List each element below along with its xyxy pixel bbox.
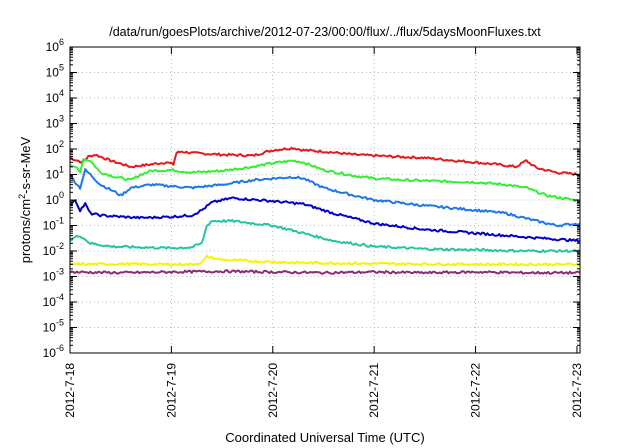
y-tick-exponent: 4: [59, 88, 64, 98]
y-tick-label: 10-6: [43, 343, 64, 360]
y-tick-label: 10-1: [43, 216, 64, 233]
x-axis-label: Coordinated Universal Time (UTC): [225, 430, 424, 445]
x-tick-label: 2012-7-20: [266, 363, 280, 418]
y-tick-label: 10-3: [43, 267, 64, 284]
y-tick-base: 10: [46, 91, 60, 105]
y-tick-labels: 10610510410310210110010-110-210-310-410-…: [43, 37, 64, 360]
x-tick-labels: 2012-7-18 2012-7-19 2012-7-20 2012-7-21 2012…: [63, 363, 584, 418]
chart-title: /data/run/goesPlots/archive/2012-07-23/0…: [109, 25, 541, 39]
y-tick-base: 10: [43, 219, 57, 233]
y-tick-exponent: 2: [59, 139, 64, 149]
y-tick-exponent: -4: [56, 292, 64, 302]
y-tick-exponent: 0: [59, 190, 64, 200]
x-tick-label: 2012-7-23: [570, 363, 584, 418]
series-line-1: [69, 146, 581, 176]
y-tick-label: 10-4: [43, 292, 64, 309]
y-tick-exponent: -3: [56, 267, 64, 277]
y-tick-exponent: 6: [59, 37, 64, 47]
y-tick-base: 10: [43, 321, 57, 335]
series-line-7: [69, 269, 581, 275]
grid: [70, 47, 580, 353]
x-tick-label: 2012-7-22: [469, 363, 483, 418]
series-line-3: [69, 168, 581, 228]
y-tick-label: 106: [46, 37, 64, 54]
y-axis-label-rest: -s-sr-MeV: [18, 136, 33, 193]
y-tick-label: 100: [46, 190, 64, 207]
y-axis-label-main: protons/cm: [18, 199, 33, 263]
y-tick-base: 10: [43, 244, 57, 258]
y-tick-exponent: -2: [56, 241, 64, 251]
y-axis-label: protons/cm2-s-sr-MeV: [17, 136, 33, 263]
series-line-5: [69, 218, 581, 254]
y-tick-exponent: -1: [56, 216, 64, 226]
y-tick-base: 10: [46, 142, 60, 156]
series-line-6: [69, 254, 581, 267]
x-tick-label: 2012-7-21: [367, 363, 381, 418]
y-tick-base: 10: [46, 66, 60, 80]
x-tick-label: 2012-7-19: [164, 363, 178, 418]
y-tick-base: 10: [43, 270, 57, 284]
y-tick-label: 105: [46, 63, 64, 80]
y-tick-exponent: 5: [59, 63, 64, 73]
y-tick-exponent: -6: [56, 343, 64, 353]
y-tick-exponent: 3: [59, 114, 64, 124]
y-tick-exponent: -5: [56, 318, 64, 328]
series-group: [69, 146, 581, 275]
series-line-4: [69, 196, 581, 243]
y-tick-base: 10: [43, 346, 57, 360]
x-tick-label: 2012-7-18: [63, 363, 77, 418]
y-tick-label: 102: [46, 139, 64, 156]
series-line-2: [69, 158, 581, 203]
y-axis-label-sup: 2: [17, 194, 27, 199]
y-tick-label: 10-5: [43, 318, 64, 335]
y-tick-base: 10: [46, 168, 60, 182]
y-tick-base: 10: [46, 40, 60, 54]
y-tick-base: 10: [43, 295, 57, 309]
y-tick-exponent: 1: [59, 165, 64, 175]
y-tick-base: 10: [46, 193, 60, 207]
y-tick-label: 10-2: [43, 241, 64, 258]
ticks: [69, 46, 580, 354]
y-tick-label: 101: [46, 165, 64, 182]
y-tick-label: 103: [46, 114, 64, 131]
y-tick-label: 104: [46, 88, 64, 105]
y-tick-base: 10: [46, 117, 60, 131]
